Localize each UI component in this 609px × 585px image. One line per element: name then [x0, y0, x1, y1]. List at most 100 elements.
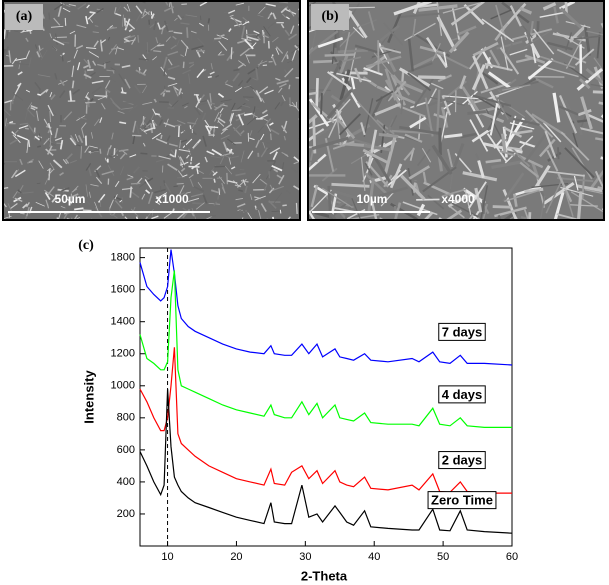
crystal — [344, 203, 353, 220]
crystal — [135, 216, 139, 220]
crystal — [89, 18, 94, 23]
crystal — [222, 141, 229, 153]
crystal — [47, 128, 52, 134]
crystal — [258, 114, 269, 120]
crystal — [394, 103, 426, 118]
crystal — [180, 139, 188, 143]
crystal — [261, 33, 269, 39]
crystal — [17, 71, 23, 76]
crystal — [86, 47, 97, 49]
crystal — [119, 166, 124, 176]
crystal — [178, 88, 182, 95]
crystal — [293, 185, 300, 191]
crystal — [85, 95, 91, 101]
crystal — [139, 127, 148, 135]
crystal — [195, 202, 205, 210]
crystal — [486, 104, 505, 131]
crystal — [502, 84, 531, 91]
crystal — [18, 124, 29, 130]
crystal — [4, 99, 14, 104]
crystal — [477, 217, 480, 220]
crystal — [278, 83, 287, 88]
crystal — [271, 165, 283, 172]
crystal — [284, 67, 294, 78]
crystal — [242, 20, 250, 26]
crystal — [534, 82, 567, 106]
y-tick-label: 200 — [117, 508, 135, 520]
crystal — [18, 60, 21, 70]
crystal — [490, 8, 514, 20]
crystal — [247, 212, 253, 220]
crystal — [376, 119, 395, 135]
crystal — [37, 145, 42, 148]
crystal — [190, 30, 197, 34]
crystal — [471, 64, 486, 91]
crystal — [517, 154, 544, 169]
crystal — [69, 137, 77, 146]
crystal — [407, 168, 414, 196]
crystal — [107, 165, 115, 176]
crystal — [106, 69, 115, 72]
crystal — [143, 126, 156, 133]
crystal — [245, 53, 250, 64]
crystal — [85, 184, 89, 197]
crystal — [125, 20, 136, 30]
crystal — [480, 185, 489, 220]
crystal — [315, 78, 319, 108]
crystal — [180, 167, 186, 172]
crystal — [17, 82, 22, 87]
crystal — [62, 158, 68, 165]
crystal — [412, 180, 417, 194]
crystal — [519, 140, 538, 149]
crystal — [168, 143, 178, 147]
crystal — [385, 119, 395, 135]
crystal — [528, 212, 532, 220]
crystal — [241, 25, 246, 39]
crystal — [178, 140, 182, 149]
crystal — [49, 110, 51, 123]
crystal — [236, 208, 244, 213]
crystal — [494, 206, 527, 218]
crystal — [534, 77, 554, 89]
crystal — [489, 49, 501, 67]
crystal — [249, 85, 255, 90]
crystal — [417, 3, 439, 9]
crystal — [140, 152, 148, 155]
crystal — [3, 46, 10, 58]
crystal — [407, 72, 432, 92]
crystal — [231, 102, 236, 111]
crystal — [271, 55, 277, 66]
crystal — [188, 174, 194, 179]
crystal — [424, 97, 434, 137]
crystal — [276, 46, 284, 54]
crystal — [160, 66, 168, 75]
crystal — [44, 176, 50, 185]
crystal — [525, 30, 533, 44]
crystal — [177, 170, 184, 178]
crystal — [351, 198, 362, 220]
crystal — [81, 128, 85, 139]
crystal — [338, 49, 369, 54]
crystal — [255, 67, 259, 80]
crystal — [167, 51, 179, 56]
crystal — [462, 171, 498, 182]
crystal — [176, 39, 180, 47]
crystal — [26, 202, 30, 208]
crystal — [226, 51, 235, 62]
crystal — [479, 110, 505, 124]
crystal — [400, 174, 426, 201]
crystal — [278, 174, 285, 185]
crystal — [348, 218, 352, 220]
crystal — [362, 157, 374, 182]
crystal — [177, 125, 180, 138]
crystal — [85, 15, 89, 25]
crystal — [124, 18, 131, 31]
crystal — [258, 6, 266, 14]
crystal — [157, 44, 165, 47]
crystal — [237, 113, 245, 126]
crystal — [457, 25, 477, 36]
crystal — [221, 123, 233, 132]
crystal — [240, 130, 245, 135]
crystal — [515, 57, 533, 64]
crystal — [317, 76, 334, 103]
